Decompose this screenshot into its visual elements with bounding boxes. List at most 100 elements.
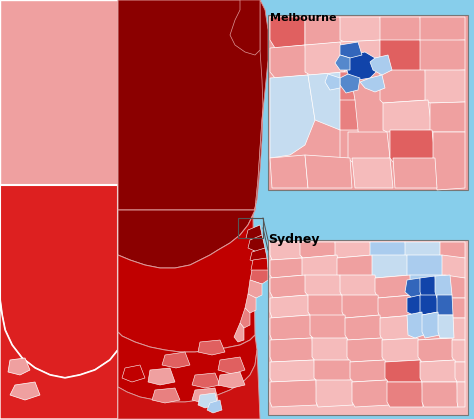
Polygon shape <box>270 338 314 362</box>
Polygon shape <box>152 388 180 403</box>
Polygon shape <box>300 242 337 258</box>
Polygon shape <box>340 17 382 42</box>
Polygon shape <box>447 298 465 318</box>
Polygon shape <box>352 380 390 407</box>
Polygon shape <box>340 42 362 58</box>
Polygon shape <box>270 258 305 278</box>
Polygon shape <box>246 225 262 240</box>
Polygon shape <box>407 295 422 315</box>
Polygon shape <box>270 360 316 382</box>
Polygon shape <box>192 373 220 388</box>
Polygon shape <box>245 294 256 313</box>
Text: Sydney: Sydney <box>268 233 319 246</box>
Polygon shape <box>380 70 428 103</box>
Polygon shape <box>347 338 385 362</box>
Polygon shape <box>270 242 302 260</box>
Polygon shape <box>342 295 380 318</box>
Polygon shape <box>433 132 465 190</box>
Polygon shape <box>270 45 308 78</box>
Polygon shape <box>230 0 260 55</box>
Polygon shape <box>302 255 340 278</box>
Polygon shape <box>118 215 255 352</box>
Polygon shape <box>445 275 465 298</box>
Polygon shape <box>207 400 222 413</box>
Polygon shape <box>162 352 190 368</box>
Polygon shape <box>348 132 390 162</box>
Polygon shape <box>345 52 378 80</box>
Polygon shape <box>308 72 350 130</box>
Polygon shape <box>430 102 465 132</box>
Polygon shape <box>422 312 440 338</box>
Polygon shape <box>248 235 265 252</box>
Polygon shape <box>410 275 447 298</box>
Polygon shape <box>251 258 268 274</box>
Polygon shape <box>390 130 435 162</box>
Polygon shape <box>387 382 423 407</box>
Polygon shape <box>250 248 267 263</box>
Polygon shape <box>437 295 453 315</box>
Polygon shape <box>340 72 355 102</box>
Polygon shape <box>420 40 465 72</box>
Polygon shape <box>418 338 455 362</box>
Polygon shape <box>420 17 465 42</box>
Polygon shape <box>440 242 465 258</box>
Polygon shape <box>270 295 310 318</box>
Polygon shape <box>407 312 424 338</box>
Polygon shape <box>337 255 375 278</box>
Polygon shape <box>380 17 422 42</box>
Polygon shape <box>393 158 437 188</box>
Polygon shape <box>383 100 432 132</box>
Bar <box>268 240 468 415</box>
Polygon shape <box>405 242 442 258</box>
Polygon shape <box>240 308 250 328</box>
Polygon shape <box>405 278 422 298</box>
Polygon shape <box>0 300 118 419</box>
Polygon shape <box>0 185 118 378</box>
Polygon shape <box>413 295 450 318</box>
Polygon shape <box>375 275 413 298</box>
Polygon shape <box>325 74 340 90</box>
Polygon shape <box>382 338 420 362</box>
Polygon shape <box>0 0 118 185</box>
Polygon shape <box>10 382 40 400</box>
Polygon shape <box>435 275 452 298</box>
Polygon shape <box>8 358 30 375</box>
Polygon shape <box>270 315 312 340</box>
Polygon shape <box>305 275 342 298</box>
Polygon shape <box>380 315 418 340</box>
Bar <box>268 15 468 190</box>
Polygon shape <box>270 75 315 158</box>
Polygon shape <box>415 315 452 340</box>
Polygon shape <box>442 255 465 278</box>
Polygon shape <box>305 17 342 45</box>
Polygon shape <box>425 70 465 103</box>
Polygon shape <box>422 382 458 407</box>
Polygon shape <box>192 388 218 403</box>
Polygon shape <box>340 130 360 160</box>
Polygon shape <box>198 393 218 408</box>
Polygon shape <box>220 0 268 248</box>
Polygon shape <box>335 55 350 70</box>
Polygon shape <box>305 155 352 188</box>
Bar <box>238 218 263 238</box>
Polygon shape <box>378 295 415 318</box>
Polygon shape <box>218 357 245 374</box>
Polygon shape <box>248 280 262 298</box>
Polygon shape <box>370 242 407 258</box>
Polygon shape <box>270 155 308 188</box>
Polygon shape <box>118 210 255 268</box>
Polygon shape <box>350 360 387 382</box>
Polygon shape <box>316 380 353 407</box>
Polygon shape <box>450 318 465 340</box>
Polygon shape <box>372 255 410 278</box>
Polygon shape <box>250 270 268 284</box>
Polygon shape <box>270 380 317 407</box>
Polygon shape <box>198 340 225 355</box>
Polygon shape <box>270 275 308 298</box>
Polygon shape <box>270 17 305 48</box>
Polygon shape <box>385 360 422 382</box>
Polygon shape <box>118 350 260 419</box>
Polygon shape <box>360 75 385 92</box>
Polygon shape <box>352 158 393 188</box>
Polygon shape <box>380 40 425 72</box>
